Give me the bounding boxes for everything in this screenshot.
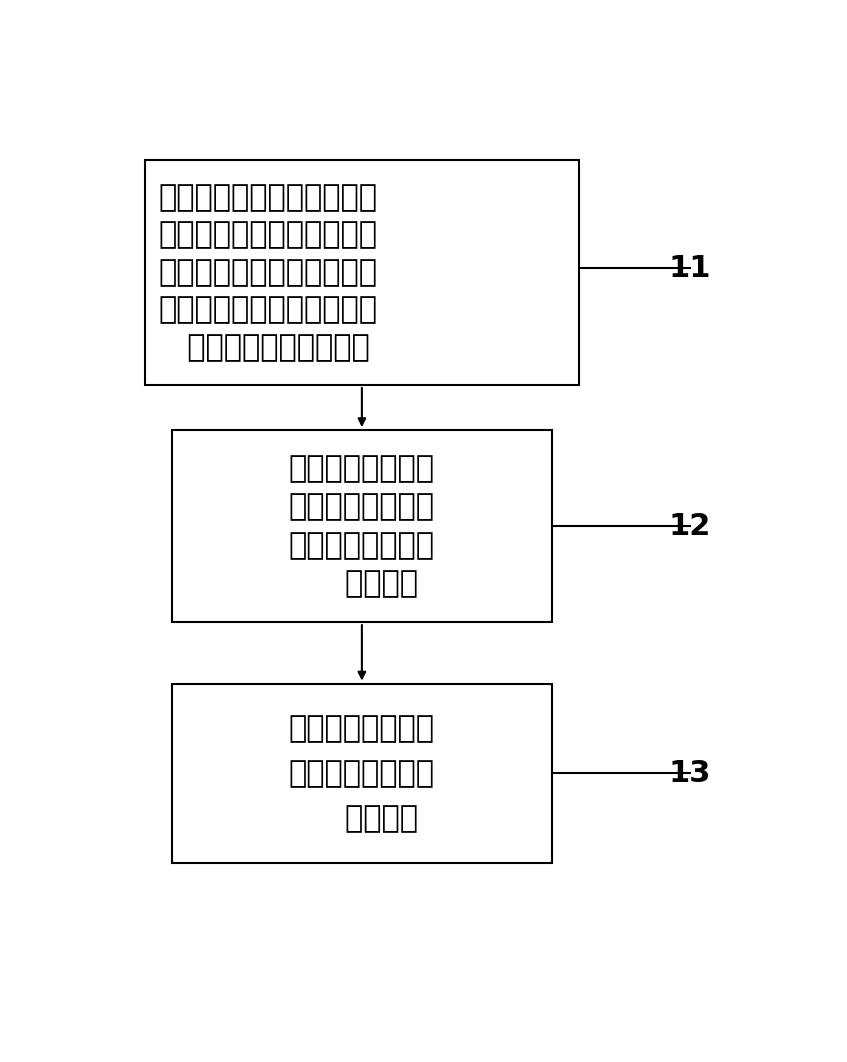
- Text: 电试作业: 电试作业: [306, 569, 418, 598]
- Bar: [172, 430, 552, 622]
- Text: 显示器将电试过程: 显示器将电试过程: [289, 714, 435, 743]
- Text: 一个虚拟的变电站场景: 一个虚拟的变电站场景: [158, 333, 370, 362]
- Text: 计算机通过虚拟仿真软件将: 计算机通过虚拟仿真软件将: [158, 183, 378, 212]
- Text: 处理器根据实验操: 处理器根据实验操: [289, 453, 435, 483]
- Bar: [146, 160, 579, 386]
- Text: 步骤在场景中模拟: 步骤在场景中模拟: [289, 531, 435, 560]
- Text: 显示出来: 显示出来: [306, 804, 418, 833]
- Bar: [172, 684, 552, 863]
- Text: 关设备所建立的模型与相关: 关设备所建立的模型与相关: [158, 258, 378, 287]
- Text: 11: 11: [669, 254, 711, 282]
- Text: 13: 13: [669, 759, 711, 788]
- Text: 的作业过程进行结合，形成: 的作业过程进行结合，形成: [158, 295, 378, 325]
- Text: 和危险点预控信息: 和危险点预控信息: [289, 759, 435, 788]
- Text: 根据变电站的作业环境和相: 根据变电站的作业环境和相: [158, 221, 378, 250]
- Text: 12: 12: [669, 512, 711, 541]
- Text: 作人员的具体操作: 作人员的具体操作: [289, 493, 435, 521]
